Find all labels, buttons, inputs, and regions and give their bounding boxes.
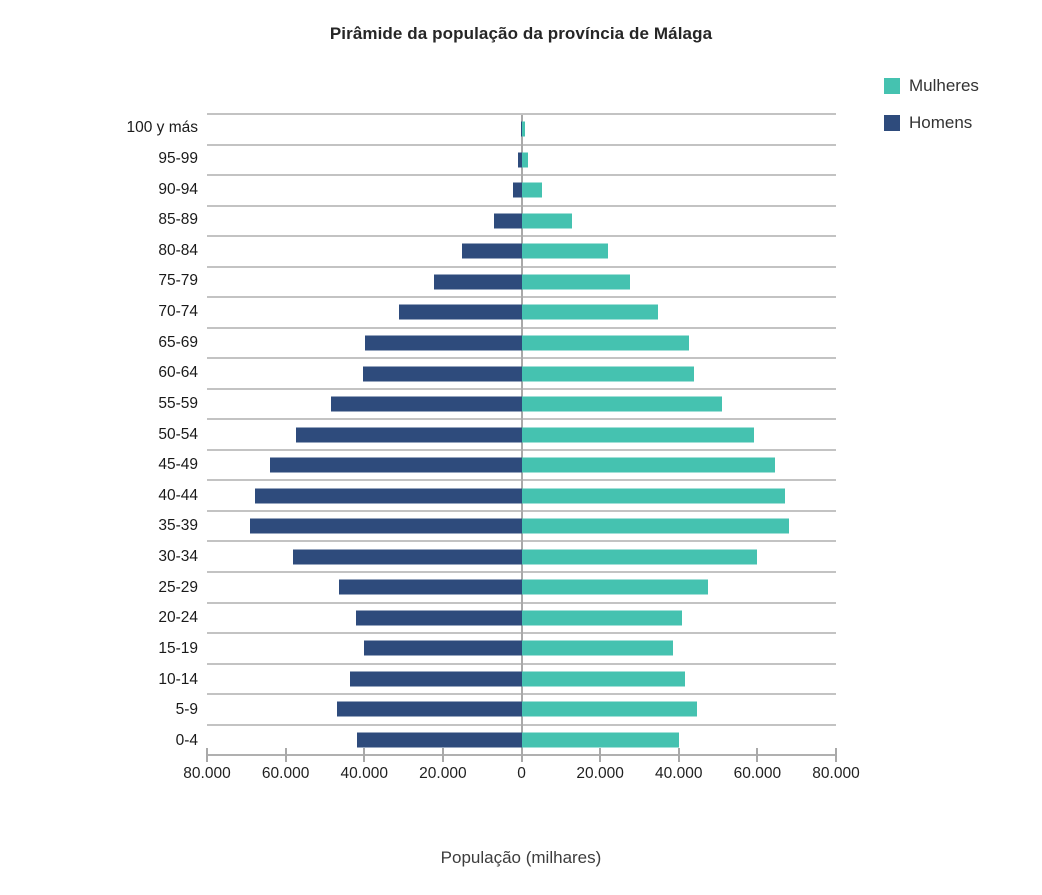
y-axis-label: 30-34 xyxy=(158,548,198,566)
bar-mulheres-6 xyxy=(521,304,659,320)
bar-mulheres-16 xyxy=(521,610,682,626)
y-axis-label: 85-89 xyxy=(158,211,198,229)
bar-mulheres-2 xyxy=(521,182,542,198)
bar-mulheres-8 xyxy=(521,366,694,382)
bar-homens-0 xyxy=(520,121,522,137)
y-axis-label: 95-99 xyxy=(158,149,198,167)
bar-mulheres-20 xyxy=(521,732,679,748)
x-axis-tick-label: 20.000 xyxy=(419,765,467,782)
bar-homens-1 xyxy=(518,152,522,168)
plot-area xyxy=(206,113,837,762)
bar-mulheres-4 xyxy=(521,243,608,259)
bar-mulheres-15 xyxy=(521,579,709,595)
bar-mulheres-5 xyxy=(521,274,631,290)
y-axis-label: 45-49 xyxy=(158,456,198,474)
x-axis-tick-mark xyxy=(677,748,680,762)
x-axis-tick-mark xyxy=(835,748,837,762)
bar-homens-3 xyxy=(494,213,522,229)
x-axis-tick-mark xyxy=(363,748,366,762)
pyramid-row-0-4 xyxy=(207,726,836,755)
pyramid-row-45-49 xyxy=(207,451,836,482)
bar-homens-2 xyxy=(512,182,522,198)
bar-mulheres-11 xyxy=(521,457,776,473)
legend-label-homens: Homens xyxy=(909,113,973,132)
bar-homens-10 xyxy=(295,427,522,443)
x-axis-tick-label: 80.000 xyxy=(183,765,231,782)
mulheres-swatch-icon xyxy=(884,78,900,94)
y-axis-label: 15-19 xyxy=(158,639,198,657)
legend-item-homens[interactable]: Homens xyxy=(884,113,979,133)
bar-homens-15 xyxy=(338,579,522,595)
y-axis-label: 100 y más xyxy=(126,119,198,137)
y-axis-label: 20-24 xyxy=(158,609,198,627)
bar-mulheres-13 xyxy=(521,518,790,534)
x-axis-title: População (milhares) xyxy=(440,848,602,867)
chart-title: Pirâmide da população da província de Má… xyxy=(329,24,713,43)
y-axis-label: 70-74 xyxy=(158,303,198,321)
y-axis-label: 5-9 xyxy=(175,701,198,719)
bar-homens-13 xyxy=(250,518,522,534)
bar-mulheres-0 xyxy=(521,121,526,137)
bar-homens-7 xyxy=(365,335,522,351)
bar-mulheres-19 xyxy=(521,701,697,717)
y-axis-label: 75-79 xyxy=(158,272,198,290)
bar-mulheres-7 xyxy=(521,335,689,351)
y-axis-label: 65-69 xyxy=(158,333,198,351)
x-axis-tick-label: 40.000 xyxy=(340,765,388,782)
bar-mulheres-12 xyxy=(521,488,785,504)
y-axis-label: 10-14 xyxy=(158,670,198,688)
x-axis-tick-label: 80.000 xyxy=(812,765,860,782)
y-axis-label: 50-54 xyxy=(158,425,198,443)
homens-swatch-icon xyxy=(884,115,900,131)
x-axis-tick-mark xyxy=(284,748,287,762)
x-axis-tick-mark xyxy=(441,748,444,762)
bar-mulheres-9 xyxy=(521,396,722,412)
y-axis-label: 55-59 xyxy=(158,394,198,412)
bar-mulheres-10 xyxy=(521,427,755,443)
bar-homens-19 xyxy=(337,701,522,717)
bar-mulheres-3 xyxy=(521,213,572,229)
bar-mulheres-18 xyxy=(521,671,685,687)
bar-homens-9 xyxy=(331,396,522,412)
x-axis-tick-label: 0 xyxy=(517,765,526,782)
y-axis-label: 80-84 xyxy=(158,241,198,259)
x-axis-tick-label: 60.000 xyxy=(261,765,310,782)
legend: Mulheres Homens xyxy=(884,76,979,133)
y-axis-label: 60-64 xyxy=(158,364,198,382)
x-axis-tick-label: 40.000 xyxy=(655,765,703,782)
bar-homens-6 xyxy=(398,304,522,320)
y-axis-label: 40-44 xyxy=(158,486,198,504)
bar-homens-4 xyxy=(461,243,522,259)
bar-homens-12 xyxy=(254,488,522,504)
legend-label-mulheres: Mulheres xyxy=(909,76,979,95)
x-axis-tick-mark xyxy=(756,748,759,762)
bar-homens-14 xyxy=(292,549,522,565)
y-axis-label: 90-94 xyxy=(158,180,198,198)
y-axis-label: 0-4 xyxy=(175,731,198,749)
x-axis-tick-mark xyxy=(206,748,208,762)
legend-item-mulheres[interactable]: Mulheres xyxy=(884,76,979,96)
y-axis-labels: 100 y más 95-99 90-94 85-89 80-84 75-79 70-74 6… xyxy=(0,113,198,756)
bar-mulheres-17 xyxy=(521,640,673,656)
bar-homens-8 xyxy=(363,366,522,382)
bar-mulheres-14 xyxy=(521,549,757,565)
bar-homens-11 xyxy=(269,457,522,473)
bar-homens-16 xyxy=(356,610,522,626)
bar-homens-5 xyxy=(434,274,522,290)
y-axis-label: 35-39 xyxy=(158,517,198,535)
x-axis-tick-label: 20.000 xyxy=(576,765,624,782)
x-axis-tick-labels: 80.000 60.000 40.000 20.000 0 20.000 40.000 60.… xyxy=(183,765,859,787)
bar-homens-18 xyxy=(349,671,522,687)
bar-homens-20 xyxy=(357,732,522,748)
y-axis-label: 25-29 xyxy=(158,578,198,596)
bar-mulheres-1 xyxy=(521,152,528,168)
bar-homens-17 xyxy=(364,640,522,656)
x-axis-tick-mark xyxy=(520,748,523,762)
x-axis-tick-label: 60.000 xyxy=(733,765,782,782)
x-axis-tick-mark xyxy=(599,748,602,762)
